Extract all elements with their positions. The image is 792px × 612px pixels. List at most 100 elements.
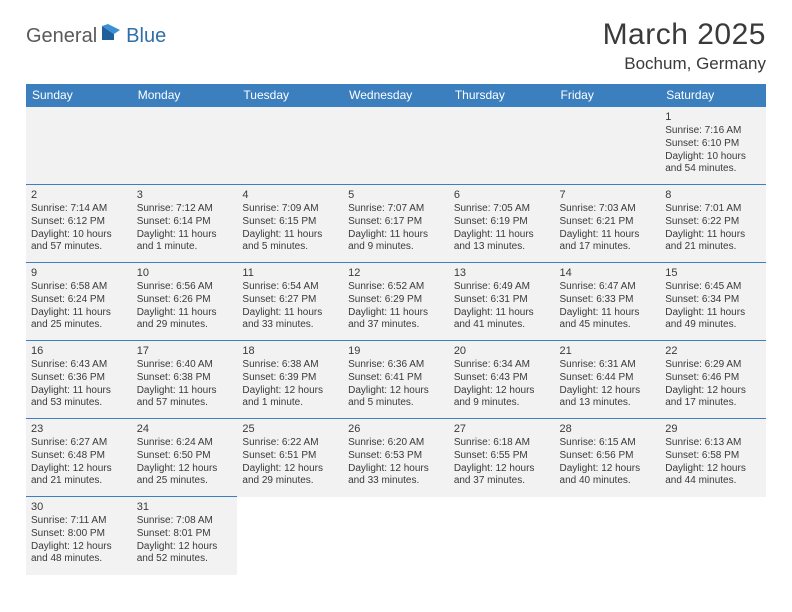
day-number: 9: [31, 266, 127, 280]
daylight-text: Daylight: 12 hours: [560, 463, 656, 476]
daylight-text: Daylight: 12 hours: [665, 463, 761, 476]
sunrise-text: Sunrise: 6:36 AM: [348, 359, 444, 372]
daylight-text: Daylight: 12 hours: [31, 541, 127, 554]
sunrise-text: Sunrise: 6:22 AM: [242, 437, 338, 450]
calendar-day-cell: 14Sunrise: 6:47 AMSunset: 6:33 PMDayligh…: [555, 263, 661, 341]
day-number: 21: [560, 344, 656, 358]
calendar-day-cell: 10Sunrise: 6:56 AMSunset: 6:26 PMDayligh…: [132, 263, 238, 341]
calendar-day-cell: 17Sunrise: 6:40 AMSunset: 6:38 PMDayligh…: [132, 341, 238, 419]
sunrise-text: Sunrise: 7:14 AM: [31, 203, 127, 216]
sunrise-text: Sunrise: 7:08 AM: [137, 515, 233, 528]
sunset-text: Sunset: 6:48 PM: [31, 450, 127, 463]
sunset-text: Sunset: 6:44 PM: [560, 372, 656, 385]
sunrise-text: Sunrise: 6:20 AM: [348, 437, 444, 450]
location-label: Bochum, Germany: [603, 54, 766, 74]
calendar-day-cell: 5Sunrise: 7:07 AMSunset: 6:17 PMDaylight…: [343, 185, 449, 263]
calendar-day-cell: 29Sunrise: 6:13 AMSunset: 6:58 PMDayligh…: [660, 419, 766, 497]
daylight-text: Daylight: 12 hours: [137, 541, 233, 554]
daylight-text: and 33 minutes.: [348, 475, 444, 488]
daylight-text: and 21 minutes.: [31, 475, 127, 488]
sunset-text: Sunset: 6:41 PM: [348, 372, 444, 385]
day-header: Wednesday: [343, 84, 449, 107]
sunset-text: Sunset: 6:22 PM: [665, 216, 761, 229]
sunset-text: Sunset: 6:39 PM: [242, 372, 338, 385]
day-number: 23: [31, 422, 127, 436]
calendar-week-row: 2Sunrise: 7:14 AMSunset: 6:12 PMDaylight…: [26, 185, 766, 263]
calendar-empty-cell: [26, 107, 132, 185]
daylight-text: and 9 minutes.: [348, 241, 444, 254]
sunrise-text: Sunrise: 6:56 AM: [137, 281, 233, 294]
daylight-text: Daylight: 12 hours: [348, 385, 444, 398]
sunset-text: Sunset: 6:38 PM: [137, 372, 233, 385]
sunset-text: Sunset: 6:53 PM: [348, 450, 444, 463]
calendar-week-row: 30Sunrise: 7:11 AMSunset: 8:00 PMDayligh…: [26, 497, 766, 575]
calendar-empty-cell: [343, 107, 449, 185]
day-number: 26: [348, 422, 444, 436]
calendar-day-cell: 20Sunrise: 6:34 AMSunset: 6:43 PMDayligh…: [449, 341, 555, 419]
day-number: 6: [454, 188, 550, 202]
day-number: 16: [31, 344, 127, 358]
day-number: 13: [454, 266, 550, 280]
daylight-text: Daylight: 12 hours: [242, 463, 338, 476]
calendar-day-cell: 15Sunrise: 6:45 AMSunset: 6:34 PMDayligh…: [660, 263, 766, 341]
sunrise-text: Sunrise: 6:15 AM: [560, 437, 656, 450]
sunset-text: Sunset: 6:36 PM: [31, 372, 127, 385]
daylight-text: and 13 minutes.: [454, 241, 550, 254]
calendar-empty-cell: [555, 107, 661, 185]
sunset-text: Sunset: 6:12 PM: [31, 216, 127, 229]
daylight-text: Daylight: 11 hours: [137, 307, 233, 320]
daylight-text: Daylight: 11 hours: [242, 229, 338, 242]
daylight-text: Daylight: 11 hours: [560, 229, 656, 242]
daylight-text: and 49 minutes.: [665, 319, 761, 332]
daylight-text: and 5 minutes.: [348, 397, 444, 410]
day-number: 24: [137, 422, 233, 436]
calendar-empty-cell: [237, 497, 343, 575]
daylight-text: and 33 minutes.: [242, 319, 338, 332]
sunrise-text: Sunrise: 6:27 AM: [31, 437, 127, 450]
daylight-text: and 29 minutes.: [137, 319, 233, 332]
daylight-text: and 29 minutes.: [242, 475, 338, 488]
sunrise-text: Sunrise: 7:09 AM: [242, 203, 338, 216]
daylight-text: Daylight: 12 hours: [665, 385, 761, 398]
logo: General Blue: [26, 24, 166, 49]
sunset-text: Sunset: 8:01 PM: [137, 528, 233, 541]
daylight-text: Daylight: 12 hours: [348, 463, 444, 476]
sunrise-text: Sunrise: 6:38 AM: [242, 359, 338, 372]
calendar-day-cell: 7Sunrise: 7:03 AMSunset: 6:21 PMDaylight…: [555, 185, 661, 263]
calendar-empty-cell: [555, 497, 661, 575]
calendar-day-cell: 21Sunrise: 6:31 AMSunset: 6:44 PMDayligh…: [555, 341, 661, 419]
calendar-day-cell: 18Sunrise: 6:38 AMSunset: 6:39 PMDayligh…: [237, 341, 343, 419]
sunset-text: Sunset: 6:33 PM: [560, 294, 656, 307]
sunset-text: Sunset: 6:27 PM: [242, 294, 338, 307]
sunrise-text: Sunrise: 6:49 AM: [454, 281, 550, 294]
sunrise-text: Sunrise: 7:12 AM: [137, 203, 233, 216]
daylight-text: and 13 minutes.: [560, 397, 656, 410]
daylight-text: and 54 minutes.: [665, 163, 761, 176]
daylight-text: Daylight: 12 hours: [454, 463, 550, 476]
sunset-text: Sunset: 6:46 PM: [665, 372, 761, 385]
daylight-text: and 21 minutes.: [665, 241, 761, 254]
sunrise-text: Sunrise: 6:31 AM: [560, 359, 656, 372]
daylight-text: and 41 minutes.: [454, 319, 550, 332]
day-number: 29: [665, 422, 761, 436]
calendar-day-cell: 26Sunrise: 6:20 AMSunset: 6:53 PMDayligh…: [343, 419, 449, 497]
logo-text-general: General: [26, 25, 97, 48]
daylight-text: and 5 minutes.: [242, 241, 338, 254]
day-number: 19: [348, 344, 444, 358]
daylight-text: Daylight: 10 hours: [665, 151, 761, 164]
calendar-header-row: Sunday Monday Tuesday Wednesday Thursday…: [26, 84, 766, 107]
sunrise-text: Sunrise: 6:34 AM: [454, 359, 550, 372]
daylight-text: and 1 minute.: [242, 397, 338, 410]
daylight-text: and 37 minutes.: [348, 319, 444, 332]
calendar-day-cell: 25Sunrise: 6:22 AMSunset: 6:51 PMDayligh…: [237, 419, 343, 497]
title-block: March 2025 Bochum, Germany: [603, 18, 766, 74]
sunrise-text: Sunrise: 6:24 AM: [137, 437, 233, 450]
calendar-empty-cell: [449, 107, 555, 185]
daylight-text: and 57 minutes.: [137, 397, 233, 410]
calendar-day-cell: 24Sunrise: 6:24 AMSunset: 6:50 PMDayligh…: [132, 419, 238, 497]
day-number: 4: [242, 188, 338, 202]
calendar-day-cell: 23Sunrise: 6:27 AMSunset: 6:48 PMDayligh…: [26, 419, 132, 497]
day-header: Tuesday: [237, 84, 343, 107]
sunset-text: Sunset: 6:10 PM: [665, 138, 761, 151]
calendar-week-row: 1Sunrise: 7:16 AMSunset: 6:10 PMDaylight…: [26, 107, 766, 185]
